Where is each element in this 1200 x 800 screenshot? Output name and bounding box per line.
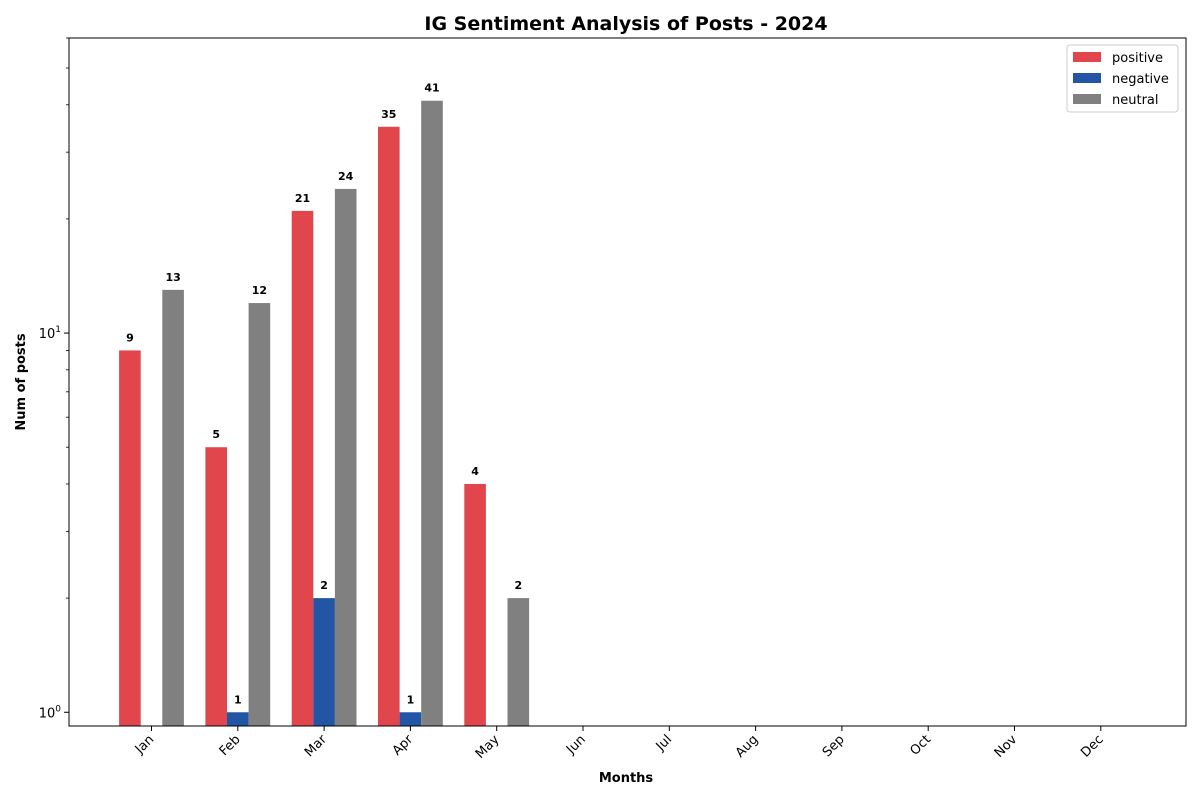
bar-neutral-may <box>507 598 530 726</box>
bar-positive-apr <box>378 126 400 727</box>
ticks-layer: Jan Feb Mar Apr May Jun Jul Aug Sep Oct Nov Dec 100 1… <box>39 37 1107 762</box>
data-label-positive-may: 4 <box>471 465 479 478</box>
x-tick-label-jul: Jul <box>653 732 675 754</box>
legend: positive negative neutral <box>1066 44 1179 113</box>
y-tick-label-1: 100 <box>39 704 62 721</box>
data-label-negative-apr: 1 <box>407 693 415 706</box>
bar-neutral-feb <box>248 303 271 726</box>
legend-swatch-positive <box>1073 52 1101 62</box>
x-tick-label-aug: Aug <box>733 732 762 761</box>
chart-title: IG Sentiment Analysis of Posts - 2024 <box>424 13 827 35</box>
data-label-negative-mar: 2 <box>320 579 328 592</box>
y-axis-label: Num of posts <box>14 333 29 431</box>
bar-neutral-mar <box>334 188 357 726</box>
x-tick-label-apr: Apr <box>390 732 417 759</box>
data-label-positive-feb: 5 <box>212 428 220 441</box>
x-tick-label-nov: Nov <box>992 732 1021 761</box>
bar-neutral-jan <box>162 289 184 726</box>
legend-swatch-neutral <box>1073 94 1101 104</box>
data-label-neutral-may: 2 <box>514 579 522 592</box>
x-tick-label-dec: Dec <box>1078 732 1106 760</box>
bar-negative-mar <box>313 598 335 726</box>
legend-label-negative: negative <box>1112 72 1169 87</box>
x-tick-label-jan: Jan <box>132 732 157 757</box>
bar-negative-feb <box>227 712 249 726</box>
x-tick-label-may: May <box>473 732 503 762</box>
data-label-neutral-feb: 12 <box>252 284 267 297</box>
data-label-positive-mar: 21 <box>295 192 310 205</box>
bar-neutral-apr <box>421 100 443 726</box>
x-tick-label-sep: Sep <box>820 732 848 760</box>
x-tick-label-oct: Oct <box>908 732 935 759</box>
bar-positive-may <box>464 483 486 726</box>
y-tick-label-10: 101 <box>39 325 61 342</box>
data-label-neutral-jan: 13 <box>165 271 180 284</box>
data-label-neutral-apr: 41 <box>424 82 439 95</box>
data-label-negative-feb: 1 <box>234 693 242 706</box>
bar-positive-mar <box>291 210 314 726</box>
x-tick-label-feb: Feb <box>217 732 244 759</box>
bar-positive-feb <box>205 447 227 726</box>
data-label-neutral-mar: 24 <box>338 170 354 183</box>
data-label-positive-apr: 35 <box>381 108 396 121</box>
x-tick-label-jun: Jun <box>563 732 589 758</box>
bar-negative-apr <box>399 712 422 726</box>
bar-positive-jan <box>119 350 141 726</box>
legend-label-positive: positive <box>1112 51 1163 66</box>
legend-swatch-negative <box>1073 73 1101 83</box>
bars-layer <box>119 100 530 727</box>
x-axis-label: Months <box>599 771 654 786</box>
data-label-positive-jan: 9 <box>126 331 134 344</box>
plot-area-frame <box>68 37 1187 727</box>
legend-label-neutral: neutral <box>1112 93 1159 108</box>
x-tick-label-mar: Mar <box>302 732 330 760</box>
